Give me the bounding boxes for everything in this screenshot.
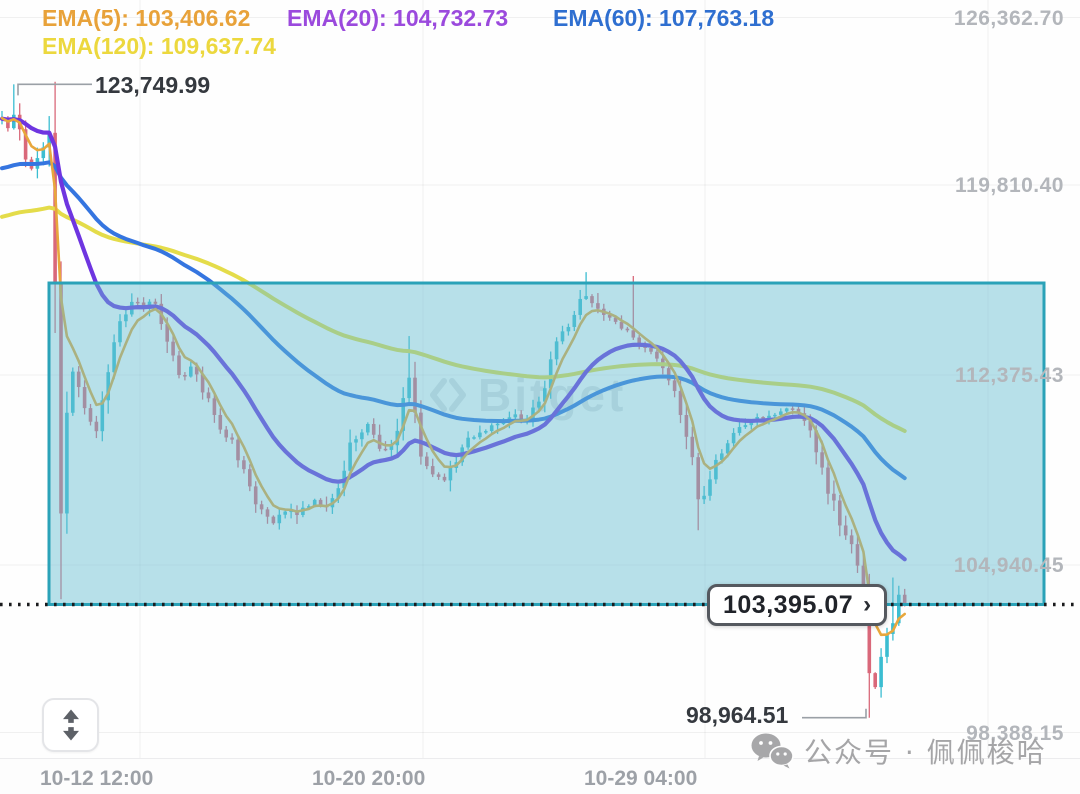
- high-price-label: 123,749.99: [95, 72, 211, 98]
- x-axis-label: 10-29 04:00: [584, 767, 698, 790]
- y-axis-label: 104,940.45: [953, 554, 1064, 577]
- chevron-right-icon: ›: [863, 591, 872, 618]
- wechat-watermark: 公众号 · 佩佩梭哈: [750, 731, 1047, 771]
- wechat-account-text: 公众号 · 佩佩梭哈: [804, 736, 1047, 769]
- candlestick-chart[interactable]: [0, 0, 1080, 758]
- last-price-tag[interactable]: 103,395.07 ›: [707, 584, 888, 626]
- last-price-value: 103,395.07: [723, 590, 854, 619]
- legend-ema-20: EMA(20): 104,732.73: [287, 5, 509, 31]
- y-axis-label: 119,810.40: [955, 174, 1064, 197]
- time-axis: 10-12 12:00 10-20 20:00 10-29 04:00: [0, 758, 1080, 794]
- low-price-label: 98,964.51: [686, 702, 789, 728]
- y-axis-scale-button[interactable]: [42, 698, 99, 752]
- y-axis-label: 112,375.43: [955, 364, 1064, 387]
- legend-ema-60: EMA(60): 107,763.18: [553, 5, 775, 31]
- up-down-arrows-icon: [62, 709, 79, 741]
- y-axis-label: 98,388.15: [966, 722, 1064, 745]
- x-axis-label: 10-20 20:00: [312, 767, 426, 790]
- bitget-logo-icon: [430, 378, 466, 412]
- legend-ema-5: EMA(5): 103,406.62: [42, 5, 251, 31]
- wechat-icon: [751, 733, 794, 769]
- x-axis-label: 10-12 12:00: [40, 767, 154, 790]
- y-axis-label: 126,362.70: [953, 7, 1064, 30]
- legend-ema-120: EMA(120): 109,637.74: [42, 33, 276, 59]
